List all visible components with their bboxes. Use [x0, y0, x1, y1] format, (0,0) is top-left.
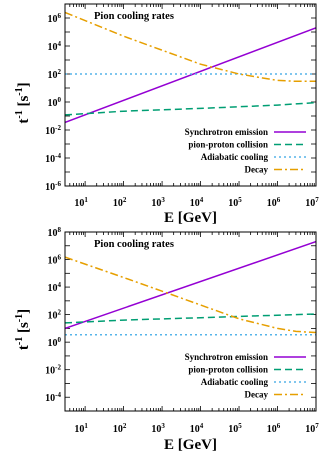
x-tick-label: 102	[113, 422, 127, 435]
x-tick-label: 107	[305, 196, 319, 209]
x-tick-label: 107	[305, 422, 319, 435]
series-line-1	[65, 27, 316, 124]
series-line-2	[65, 313, 316, 324]
series-line-4	[65, 256, 316, 334]
y-tick-label: 102	[48, 68, 62, 81]
y-tick-label: 106	[48, 12, 62, 25]
x-tick-label: 106	[267, 422, 281, 435]
x-tick-label: 103	[151, 422, 165, 435]
y-tick-label: 10-2	[45, 124, 61, 137]
y-tick-label: 100	[48, 96, 62, 109]
y-axis-title: t-1 [s-1]	[14, 309, 32, 350]
chart-panel-2: 101 102 103 104 105 106 107 10-4 10-2 100 102 104 10…	[14, 226, 319, 453]
legend-label: Adiabatic cooling	[201, 377, 269, 387]
x-tick-label: 105	[228, 196, 242, 209]
series-group	[65, 11, 316, 124]
series-line-4	[65, 11, 316, 83]
y-tick-label: 104	[48, 40, 62, 53]
legend-label: Adiabatic cooling	[201, 152, 269, 162]
plot-frame	[64, 231, 317, 412]
panel-title: Pion cooling rates	[94, 11, 174, 22]
series-line-1	[65, 240, 316, 330]
legend-label: Decay	[245, 390, 269, 400]
x-tick-label: 104	[190, 422, 204, 435]
y-tick-label: 102	[48, 309, 62, 322]
legend-label: pion-proton collision	[188, 365, 268, 375]
tick-marks	[64, 3, 317, 187]
legend: Synchrotron emission pion-proton collisio…	[185, 352, 306, 400]
x-axis-title: E [GeV]	[164, 210, 217, 226]
x-tick-label: 101	[74, 196, 88, 209]
y-tick-label: 10-4	[45, 152, 61, 165]
legend-label: Synchrotron emission	[185, 352, 268, 362]
x-tick-label: 102	[113, 196, 127, 209]
plot-frame	[64, 3, 317, 187]
x-tick-label: 105	[228, 422, 242, 435]
y-axis-title: t-1 [s-1]	[14, 82, 32, 123]
legend-label: pion-proton collision	[188, 140, 268, 150]
y-tick-label: 10-6	[45, 180, 61, 193]
x-tick-label: 103	[151, 196, 165, 209]
y-tick-label: 10-4	[45, 391, 61, 404]
y-tick-label: 100	[48, 336, 62, 349]
legend-label: Decay	[245, 165, 269, 175]
panel-title: Pion cooling rates	[94, 239, 174, 250]
y-tick-label: 108	[48, 226, 62, 239]
legend: Synchrotron emission pion-proton collisio…	[185, 127, 306, 175]
x-tick-label: 101	[74, 422, 88, 435]
y-tick-label: 106	[48, 254, 62, 267]
x-tick-label: 104	[190, 196, 204, 209]
x-axis-title: E [GeV]	[164, 437, 217, 453]
chart-panel-1: 101 102 103 104 105 106 107 10-6 10-4 10-2 100 102 1…	[14, 3, 319, 226]
series-group	[65, 240, 316, 336]
x-tick-label: 106	[267, 196, 281, 209]
y-tick-label: 10-2	[45, 364, 61, 377]
legend-label: Synchrotron emission	[185, 127, 268, 137]
y-tick-label: 104	[48, 281, 62, 294]
series-line-2	[65, 101, 316, 116]
